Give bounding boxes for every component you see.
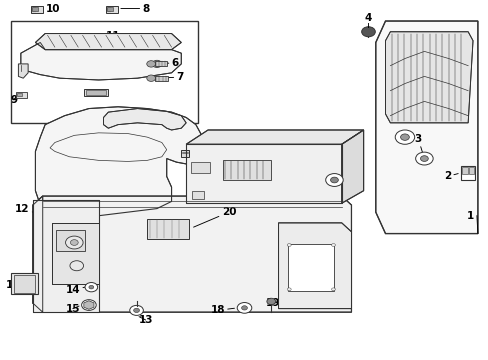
Text: 13: 13 [138,315,153,325]
Bar [11,273,38,294]
Bar [16,92,27,98]
Circle shape [241,306,247,310]
Circle shape [420,156,427,161]
Polygon shape [83,301,94,309]
Circle shape [237,302,251,313]
Text: 9: 9 [10,95,17,105]
Text: 12: 12 [15,203,33,213]
Circle shape [330,177,338,183]
Polygon shape [341,130,363,203]
Circle shape [394,130,414,144]
Circle shape [287,288,290,291]
Text: 7: 7 [157,72,183,82]
Polygon shape [103,109,186,130]
Polygon shape [278,223,351,309]
Bar [191,162,210,173]
Text: 6: 6 [157,58,179,68]
Text: 18: 18 [210,305,234,315]
Circle shape [361,27,374,37]
Circle shape [152,60,162,67]
Bar [222,160,271,180]
Text: 2: 2 [443,171,457,181]
Text: 3: 3 [414,134,423,156]
Text: 10: 10 [39,4,61,14]
Polygon shape [186,144,341,203]
Bar [147,219,188,239]
Circle shape [70,240,78,246]
Bar [460,166,474,180]
Text: 4: 4 [364,13,371,23]
Circle shape [133,308,139,312]
Bar [30,6,42,13]
Text: 21: 21 [188,151,203,161]
Text: 1: 1 [466,211,473,221]
Polygon shape [154,62,166,66]
Polygon shape [375,21,477,234]
Bar [56,230,85,251]
Circle shape [415,152,432,165]
Bar [106,6,118,13]
Bar [461,167,467,174]
Circle shape [146,75,155,81]
Text: 20: 20 [193,207,236,227]
Bar [192,191,203,199]
Circle shape [325,174,343,186]
Circle shape [331,244,335,247]
Text: 17: 17 [295,296,316,306]
Bar [14,275,35,293]
Bar [468,167,473,174]
Polygon shape [35,33,181,50]
Circle shape [331,288,335,291]
Circle shape [400,134,408,140]
Polygon shape [21,42,181,80]
Text: 8: 8 [121,4,149,14]
Circle shape [287,244,290,247]
Polygon shape [154,76,167,81]
Polygon shape [33,200,99,312]
Polygon shape [33,196,42,312]
Circle shape [85,283,98,292]
Polygon shape [33,196,351,312]
Text: 14: 14 [65,285,85,295]
Polygon shape [52,223,99,284]
Polygon shape [84,89,108,96]
Bar [32,7,38,11]
Text: 16: 16 [6,280,20,290]
Circle shape [146,61,155,67]
Circle shape [266,298,275,305]
Polygon shape [35,107,201,216]
Polygon shape [186,130,363,144]
Bar [11,21,198,123]
Circle shape [89,285,94,289]
Text: 15: 15 [65,303,80,314]
Circle shape [129,305,143,315]
Bar [18,93,22,96]
Polygon shape [19,64,28,78]
Circle shape [81,300,96,310]
Bar [181,150,188,157]
Polygon shape [385,32,472,123]
Text: 5: 5 [183,146,197,156]
Text: 19: 19 [265,297,279,307]
Circle shape [70,261,83,271]
Bar [287,244,334,291]
Bar [86,90,106,95]
Bar [107,7,113,11]
Circle shape [65,236,83,249]
Text: 11: 11 [96,31,120,41]
